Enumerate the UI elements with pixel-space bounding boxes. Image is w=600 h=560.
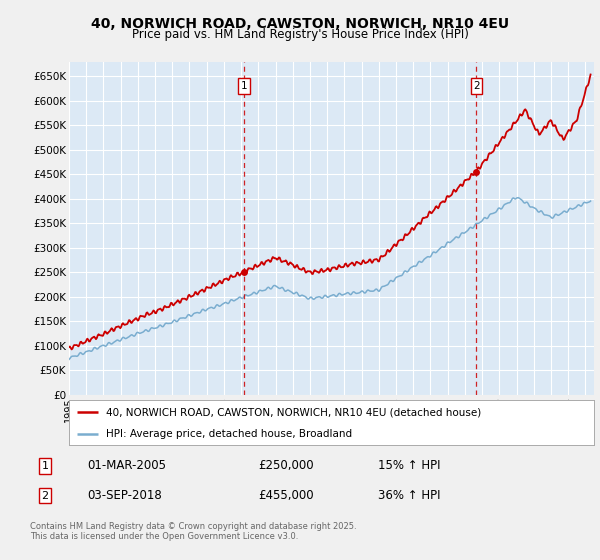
Text: 01-MAR-2005: 01-MAR-2005 [87, 459, 166, 473]
Text: 40, NORWICH ROAD, CAWSTON, NORWICH, NR10 4EU (detached house): 40, NORWICH ROAD, CAWSTON, NORWICH, NR10… [106, 408, 481, 418]
Text: HPI: Average price, detached house, Broadland: HPI: Average price, detached house, Broa… [106, 429, 352, 439]
Text: 2: 2 [473, 81, 480, 91]
Text: Price paid vs. HM Land Registry's House Price Index (HPI): Price paid vs. HM Land Registry's House … [131, 28, 469, 41]
Text: Contains HM Land Registry data © Crown copyright and database right 2025.
This d: Contains HM Land Registry data © Crown c… [30, 522, 356, 542]
Text: 03-SEP-2018: 03-SEP-2018 [87, 489, 162, 502]
Text: 2: 2 [41, 491, 49, 501]
Text: 15% ↑ HPI: 15% ↑ HPI [378, 459, 440, 473]
Text: 1: 1 [241, 81, 247, 91]
Text: 36% ↑ HPI: 36% ↑ HPI [378, 489, 440, 502]
Text: £455,000: £455,000 [258, 489, 314, 502]
Text: 1: 1 [41, 461, 49, 471]
Text: £250,000: £250,000 [258, 459, 314, 473]
Text: 40, NORWICH ROAD, CAWSTON, NORWICH, NR10 4EU: 40, NORWICH ROAD, CAWSTON, NORWICH, NR10… [91, 17, 509, 31]
